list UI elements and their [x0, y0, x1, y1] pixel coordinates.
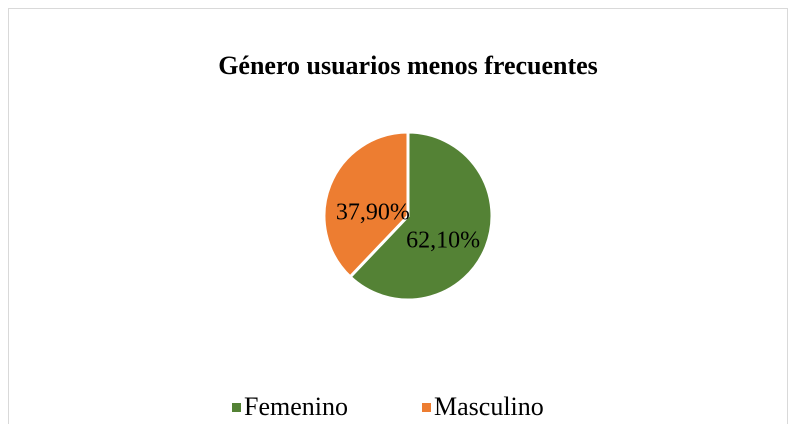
- legend-label: Masculino: [434, 392, 544, 421]
- legend-swatch: [232, 403, 241, 412]
- chart-title: Género usuarios menos frecuentes: [218, 51, 598, 80]
- data-label: 62,10%: [406, 228, 480, 254]
- legend-label: Femenino: [244, 392, 348, 421]
- legend-swatch: [422, 403, 431, 412]
- pie-slice: [322, 130, 410, 279]
- pie-slice: [347, 130, 494, 302]
- data-label: 37,90%: [336, 199, 410, 225]
